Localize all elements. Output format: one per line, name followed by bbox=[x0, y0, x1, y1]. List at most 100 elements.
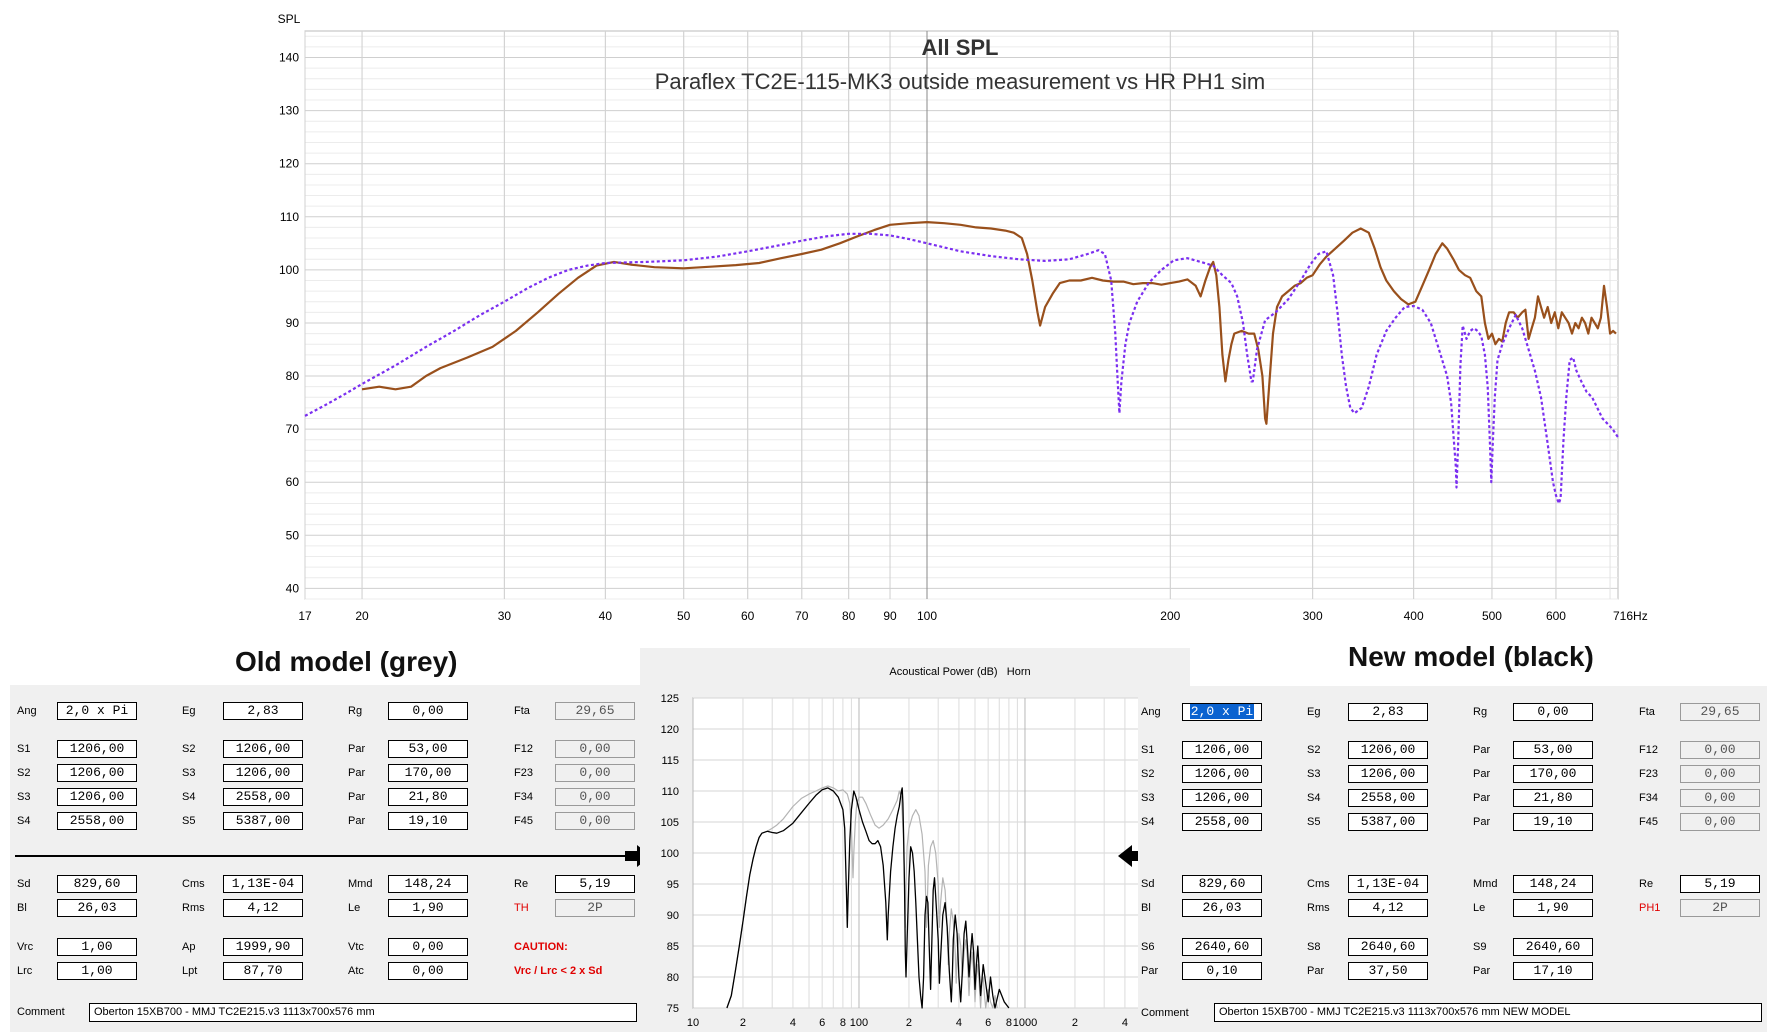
ap-y-tick-label: 110 bbox=[661, 786, 679, 798]
old-field-s4[interactable]: 2558,00 bbox=[57, 812, 137, 830]
new-field-par3[interactable]: 21,80 bbox=[1513, 789, 1593, 807]
old-field-ang[interactable]: 2,0 x Pi bbox=[57, 702, 137, 720]
ap-new-model-line bbox=[726, 787, 1010, 1009]
new-field-bl[interactable]: 26,03 bbox=[1182, 899, 1262, 917]
old-comment-field[interactable]: Oberton 15XB700 - MMJ TC2E215.v3 1113x70… bbox=[89, 1003, 637, 1022]
spl-y-tick-label: 90 bbox=[286, 316, 300, 330]
spl-y-tick-label: 80 bbox=[286, 369, 300, 383]
new-label-s2a: S2 bbox=[1307, 744, 1321, 756]
old-label-f12: F12 bbox=[514, 743, 533, 755]
old-field-eg[interactable]: 2,83 bbox=[223, 702, 303, 720]
new-field-par7[interactable]: 17,10 bbox=[1513, 962, 1593, 980]
new-field-eg[interactable]: 2,83 bbox=[1348, 703, 1428, 721]
old-field-cms[interactable]: 1,13E-04 bbox=[223, 875, 303, 893]
old-field-s1[interactable]: 1206,00 bbox=[57, 740, 137, 758]
spl-subtitle: Paraflex TC2E-115-MK3 outside measuremen… bbox=[655, 69, 1266, 94]
old-field-rms[interactable]: 4,12 bbox=[223, 899, 303, 917]
new-field-s6[interactable]: 2640,60 bbox=[1182, 938, 1262, 956]
new-field-rg[interactable]: 0,00 bbox=[1513, 703, 1593, 721]
old-field-s4a[interactable]: 2558,00 bbox=[223, 788, 303, 806]
old-field-par3[interactable]: 21,80 bbox=[388, 788, 468, 806]
old-field-s2a[interactable]: 1206,00 bbox=[223, 740, 303, 758]
ap-grid bbox=[692, 697, 1142, 1009]
new-field-le[interactable]: 1,90 bbox=[1513, 899, 1593, 917]
old-label-atc: Atc bbox=[348, 965, 364, 977]
new-label-f12: F12 bbox=[1639, 744, 1658, 756]
old-field-f45: 0,00 bbox=[555, 812, 635, 830]
old-field-par4[interactable]: 19,10 bbox=[388, 812, 468, 830]
new-field-s5a[interactable]: 5387,00 bbox=[1348, 813, 1428, 831]
new-label-sd: Sd bbox=[1141, 878, 1155, 890]
new-field-s2[interactable]: 1206,00 bbox=[1182, 765, 1262, 783]
new-field-par2[interactable]: 170,00 bbox=[1513, 765, 1593, 783]
spl-y-tick-label: 120 bbox=[279, 157, 299, 171]
old-label-bl: Bl bbox=[17, 902, 27, 914]
new-label-bl: Bl bbox=[1141, 902, 1151, 914]
spl-x-tick-label: 500 bbox=[1482, 609, 1502, 623]
new-field-s8[interactable]: 2640,60 bbox=[1348, 938, 1428, 956]
new-field-s3[interactable]: 1206,00 bbox=[1182, 789, 1262, 807]
old-field-le[interactable]: 1,90 bbox=[388, 899, 468, 917]
new-field-s4a[interactable]: 2558,00 bbox=[1348, 789, 1428, 807]
old-field-s3a[interactable]: 1206,00 bbox=[223, 764, 303, 782]
new-field-par6[interactable]: 37,50 bbox=[1348, 962, 1428, 980]
ap-y-tick-label: 115 bbox=[661, 755, 679, 767]
new-field-s4[interactable]: 2558,00 bbox=[1182, 813, 1262, 831]
ap-y-tick-label: 125 bbox=[661, 693, 679, 705]
old-field-sd[interactable]: 829,60 bbox=[57, 875, 137, 893]
old-field-s5a[interactable]: 5387,00 bbox=[223, 812, 303, 830]
spl-y-tick-label: 50 bbox=[286, 528, 300, 542]
spl-x-tick-label: 600 bbox=[1546, 609, 1566, 623]
old-field-atc[interactable]: 0,00 bbox=[388, 962, 468, 980]
old-field-rg[interactable]: 0,00 bbox=[388, 702, 468, 720]
old-field-f12: 0,00 bbox=[555, 740, 635, 758]
new-field-ang[interactable]: 2,0 x Pi bbox=[1182, 703, 1262, 721]
ap-y-tick-label: 120 bbox=[661, 724, 679, 736]
old-field-vrc[interactable]: 1,00 bbox=[57, 938, 137, 956]
new-field-s9[interactable]: 2640,60 bbox=[1513, 938, 1593, 956]
new-label-ang: Ang bbox=[1141, 706, 1161, 718]
new-field-par1[interactable]: 53,00 bbox=[1513, 741, 1593, 759]
new-label-eg: Eg bbox=[1307, 706, 1321, 718]
old-field-fta: 29,65 bbox=[555, 702, 635, 720]
old-field-lrc[interactable]: 1,00 bbox=[57, 962, 137, 980]
old-label-re: Re bbox=[514, 878, 529, 890]
old-field-re[interactable]: 5,19 bbox=[555, 875, 635, 893]
old-field-s2[interactable]: 1206,00 bbox=[57, 764, 137, 782]
old-field-mmd[interactable]: 148,24 bbox=[388, 875, 468, 893]
ap-y-tick-label: 95 bbox=[667, 879, 679, 891]
new-field-rms[interactable]: 4,12 bbox=[1348, 899, 1428, 917]
new-field-mmd[interactable]: 148,24 bbox=[1513, 875, 1593, 893]
new-label-s2: S2 bbox=[1141, 768, 1155, 780]
old-field-s3[interactable]: 1206,00 bbox=[57, 788, 137, 806]
new-comment-field[interactable]: Oberton 15XB700 - MMJ TC2E215.v3 1113x70… bbox=[1214, 1003, 1762, 1022]
old-label-f23: F23 bbox=[514, 767, 533, 779]
new-field-sd[interactable]: 829,60 bbox=[1182, 875, 1262, 893]
new-field-par5[interactable]: 0,10 bbox=[1182, 962, 1262, 980]
old-field-bl[interactable]: 26,03 bbox=[57, 899, 137, 917]
old-field-vtc[interactable]: 0,00 bbox=[388, 938, 468, 956]
new-field-cms[interactable]: 1,13E-04 bbox=[1348, 875, 1428, 893]
new-field-s3a[interactable]: 1206,00 bbox=[1348, 765, 1428, 783]
old-field-ap[interactable]: 1999,90 bbox=[223, 938, 303, 956]
old-field-par2[interactable]: 170,00 bbox=[388, 764, 468, 782]
spl-y-tick-label: 40 bbox=[286, 581, 300, 595]
acoustic-power-chart: 75 80 85 90 95 100 105 110 115 120 125 10 2 4 6 8 100 2 4 6… bbox=[640, 648, 1190, 1032]
new-field-par4[interactable]: 19,10 bbox=[1513, 813, 1593, 831]
new-label-s3: S3 bbox=[1141, 792, 1155, 804]
spl-x-tick-label: 400 bbox=[1404, 609, 1424, 623]
new-field-s2a[interactable]: 1206,00 bbox=[1348, 741, 1428, 759]
ap-x-tick-label: 4 bbox=[790, 1017, 796, 1029]
old-field-par1[interactable]: 53,00 bbox=[388, 740, 468, 758]
old-label-vtc: Vtc bbox=[348, 941, 364, 953]
old-label-s4a: S4 bbox=[182, 791, 196, 803]
new-label-s9: S9 bbox=[1473, 941, 1487, 953]
old-label-caution: CAUTION: bbox=[514, 941, 568, 953]
new-field-s1[interactable]: 1206,00 bbox=[1182, 741, 1262, 759]
old-caution-note: Vrc / Lrc < 2 x Sd bbox=[514, 965, 603, 977]
new-field-re[interactable]: 5,19 bbox=[1680, 875, 1760, 893]
spl-x-tick-label: 60 bbox=[741, 609, 755, 623]
spl-x-end-label: 716Hz bbox=[1613, 609, 1648, 623]
spl-x-tick-label: 70 bbox=[795, 609, 809, 623]
old-field-lpt[interactable]: 87,70 bbox=[223, 962, 303, 980]
